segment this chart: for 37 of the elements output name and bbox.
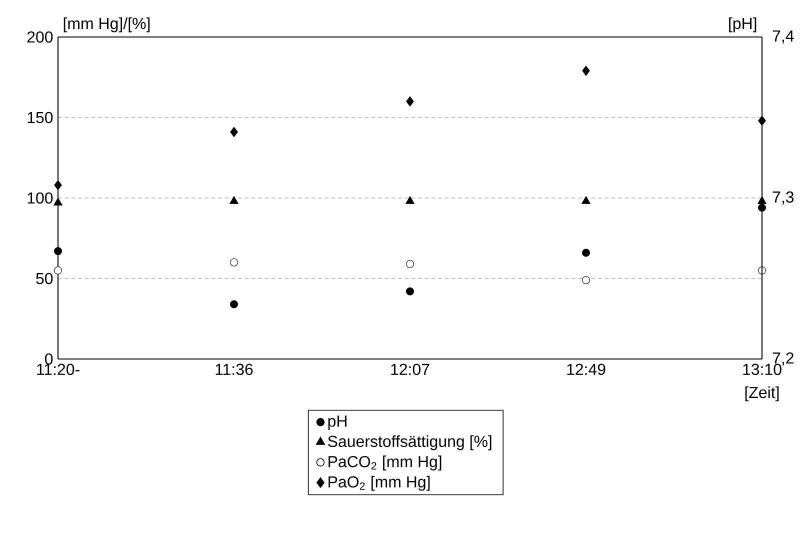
- point: [54, 247, 62, 256]
- point: [582, 248, 590, 257]
- point: [54, 180, 62, 190]
- y2-tick-label: 7,4: [772, 30, 794, 44]
- point: [54, 198, 62, 206]
- x-axis-title: [Zeit]: [745, 386, 779, 402]
- legend-label: Sauerstoffsättigung [%]: [328, 435, 492, 450]
- point: [582, 276, 590, 284]
- point: [230, 300, 238, 308]
- legend-label: PaO$_{2}$ [mm Hg]: [328, 476, 430, 491]
- point: [406, 96, 414, 106]
- point: [582, 66, 590, 76]
- x-tick-label: 11:36: [216, 364, 253, 376]
- point: [406, 287, 414, 296]
- legend-label: pH: [328, 416, 346, 430]
- x-tick-label: 12:07: [391, 364, 430, 376]
- y2-axis-title: [pH]: [729, 17, 756, 32]
- x-tick-label: 13:10: [743, 364, 782, 376]
- point: [54, 266, 62, 274]
- point: [582, 196, 590, 204]
- point: [406, 260, 414, 268]
- x-tick-label: 12:49: [567, 364, 606, 376]
- point: [758, 204, 766, 212]
- point: [230, 258, 238, 266]
- y2-tick-label: 7,3: [772, 191, 794, 205]
- y-tick-label: 0: [45, 353, 53, 365]
- point: [406, 196, 414, 204]
- y-tick-label: 50: [36, 272, 53, 284]
- y-tick-label: 100: [28, 192, 53, 204]
- point: [230, 126, 238, 138]
- point: [230, 196, 238, 204]
- x-tick-label: 11:20-: [37, 364, 80, 376]
- y-tick-label: 150: [28, 112, 53, 124]
- y2-tick-label: 7,2: [772, 352, 794, 366]
- y-tick-label: 200: [27, 31, 53, 43]
- legend-label: PaCO$_{2}$ [mm Hg]: [328, 456, 442, 470]
- y-axis-title: [mm Hg]/[%]: [64, 17, 150, 32]
